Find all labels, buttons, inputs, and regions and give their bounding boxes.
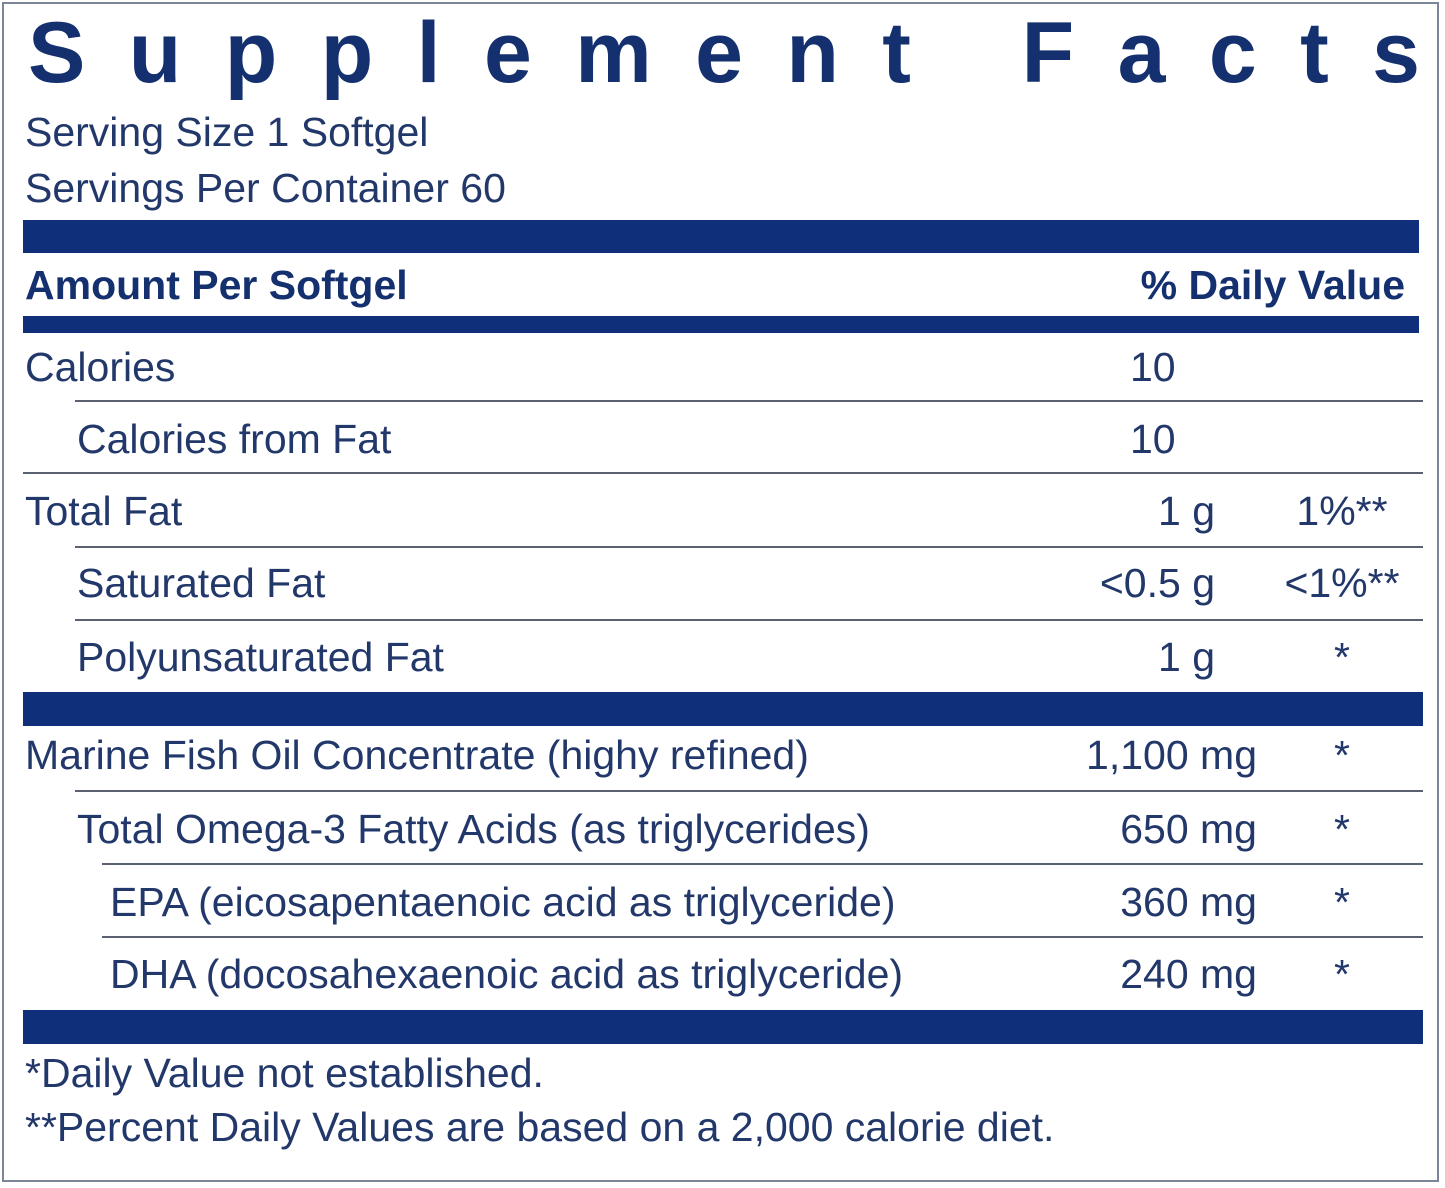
divider-bar	[23, 692, 1423, 726]
row-rule	[102, 936, 1423, 938]
ingredient-daily-value: *	[1334, 732, 1350, 778]
title: Supplement Facts	[28, 5, 1420, 101]
serving-size: Serving Size 1 Softgel	[25, 109, 429, 155]
nutrient-amount: 1 g	[1158, 634, 1215, 680]
row-rule	[75, 546, 1423, 548]
footnote: *Daily Value not established.	[25, 1050, 544, 1096]
nutrient-daily-value: *	[1334, 634, 1350, 680]
ingredient-daily-value: *	[1334, 879, 1350, 925]
ingredient-amount: 360 mg	[1120, 879, 1257, 925]
ingredient-name: DHA (docosahexaenoic acid as triglycerid…	[110, 951, 904, 997]
nutrient-daily-value: <1%**	[1284, 560, 1400, 606]
divider-bar	[23, 220, 1419, 253]
nutrient-name: Polyunsaturated Fat	[77, 634, 444, 680]
nutrient-amount: 10	[1130, 416, 1176, 462]
row-rule	[23, 472, 1423, 474]
ingredient-daily-value: *	[1334, 806, 1350, 852]
divider-bar	[23, 1010, 1423, 1044]
nutrient-name: Calories from Fat	[77, 416, 392, 462]
row-rule	[102, 863, 1423, 865]
footnote: **Percent Daily Values are based on a 2,…	[25, 1104, 1055, 1150]
nutrient-amount: 1 g	[1158, 488, 1215, 534]
ingredient-name: EPA (eicosapentaenoic acid as triglyceri…	[110, 879, 896, 925]
ingredient-amount: 1,100 mg	[1086, 732, 1257, 778]
ingredient-name: Marine Fish Oil Concentrate (highy refin…	[25, 732, 809, 778]
nutrient-name: Calories	[25, 344, 176, 390]
divider-bar	[23, 316, 1419, 333]
header-amount: Amount Per Softgel	[25, 262, 408, 308]
nutrient-amount: 10	[1130, 344, 1176, 390]
servings-per-container: Servings Per Container 60	[25, 165, 506, 211]
ingredient-amount: 650 mg	[1120, 806, 1257, 852]
nutrient-name: Total Fat	[25, 488, 183, 534]
nutrient-amount: <0.5 g	[1099, 560, 1215, 606]
row-rule	[75, 619, 1423, 621]
row-rule	[75, 790, 1423, 792]
nutrient-daily-value: 1%**	[1296, 488, 1388, 534]
nutrient-name: Saturated Fat	[77, 560, 326, 606]
ingredient-name: Total Omega-3 Fatty Acids (as triglyceri…	[77, 806, 870, 852]
header-daily-value: % Daily Value	[1140, 262, 1405, 308]
ingredient-daily-value: *	[1334, 951, 1350, 997]
title-area: Supplement Facts	[28, 5, 1420, 101]
ingredient-amount: 240 mg	[1120, 951, 1257, 997]
row-rule	[75, 400, 1423, 402]
